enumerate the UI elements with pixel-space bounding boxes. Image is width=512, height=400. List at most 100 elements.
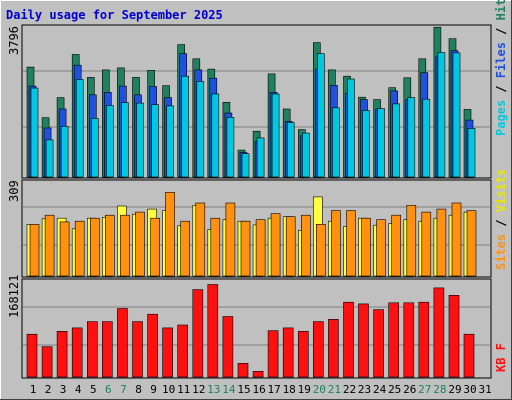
hits-axis-max-label: 3796 [7,26,21,55]
kb-bar [297,330,309,378]
x-tick-label: 11 [177,383,190,396]
sites-bar [195,202,206,277]
pages-bar [166,105,174,178]
kb-bar [312,321,324,378]
kb-bar [358,303,369,378]
kb-bar [26,333,38,378]
sites-bar [406,205,417,277]
sites-bar [44,214,55,277]
kb-bar [448,294,460,378]
kb-bar [162,327,173,378]
x-tick-label: 2 [45,383,52,396]
pages-bar [151,104,159,178]
kb-bar [222,316,234,378]
hits-panel-legend: Pages / Files / Hits [494,0,508,136]
x-tick-label: 8 [135,383,142,396]
kb-axis-max-label: 168121 [7,275,21,318]
sites-bar [135,211,145,277]
sites-bar [29,224,40,277]
sites-panel [21,179,492,278]
kb-bar [177,324,188,378]
sites-bar [225,202,236,277]
legend-hits: Hits [494,0,508,20]
sites-bar [315,224,326,277]
sites-bar [421,211,432,277]
kb-bar [403,302,415,378]
sites-bar [240,220,251,277]
x-tick-label: 30 [463,383,476,396]
x-tick-label: 20 [313,383,326,396]
pages-bar [121,102,129,178]
kb-bar [192,289,204,378]
sites-bar [210,217,221,277]
x-tick-label: 26 [403,383,416,396]
kb-bar [132,321,143,378]
kb-bar [433,287,445,378]
pages-bar [407,97,416,178]
pages-bar [196,81,205,178]
sites-bar [391,214,402,277]
kb-bar [328,318,339,378]
kb-bar [41,346,53,378]
sites-bar [255,219,266,277]
pages-bar [437,52,446,178]
sites-bar [285,216,296,277]
pages-bar [332,107,340,178]
sites-panel-legend: Sites / Visits [494,169,508,270]
legend-files: Files [494,42,508,78]
x-tick-label: 16 [252,383,265,396]
sites-bar [105,214,115,277]
pages-bar [136,102,144,178]
sites-bar [436,208,447,277]
x-tick-label: 4 [75,383,82,396]
legend-separator: / [494,212,508,234]
x-tick-label: 14 [222,383,236,396]
sites-bar [150,217,160,277]
x-axis-labels: 1 2 3 4 5 6 7 8 9 10 11 12 13 14 15 16 17 18 19 20 21 22 23 24 2… [30,383,492,396]
pages-bar [347,78,355,178]
sites-bar [59,221,70,277]
x-tick-label: 5 [90,383,97,396]
x-tick-label: 17 [267,383,280,396]
x-tick-label: 7 [120,383,127,396]
pages-bar [106,105,114,178]
sites-bar [90,217,100,277]
pages-bar [452,52,461,178]
kb-bar [56,330,68,378]
sites-bar [466,210,477,277]
pages-bar [241,153,250,178]
kb-bar [252,370,264,378]
sites-bar [74,220,85,277]
x-tick-label: 6 [105,383,112,396]
sites-bar [300,214,311,277]
kb-panel [21,278,492,379]
sites-bar [120,214,130,277]
pages-bar [60,126,69,178]
kb-bar [373,309,384,378]
x-tick-label: 15 [237,383,250,396]
sites-bar [331,210,341,277]
sites-bar [180,220,190,277]
x-tick-label: 1 [30,383,37,396]
kb-bar [237,362,249,378]
pages-bar [286,122,295,178]
x-tick-label: 19 [298,383,311,396]
x-tick-label: 27 [418,383,431,396]
kb-bar [207,284,219,378]
pages-bar [316,53,325,178]
x-tick-label: 9 [150,383,157,396]
kb-bar [71,327,83,378]
x-tick-label: 29 [448,383,461,396]
x-tick-label: 12 [192,383,205,396]
kb-bar [282,327,294,378]
kb-bar [343,301,354,378]
x-tick-label: 13 [207,383,220,396]
pages-bar [211,93,220,178]
pages-bar [422,98,431,178]
pages-bar [362,110,370,178]
sites-bar [376,219,386,277]
sites-bar [346,210,356,277]
x-tick-label: 22 [343,383,356,396]
chart-title: Daily usage for September 2025 [6,8,223,22]
kb-bar [102,321,113,378]
